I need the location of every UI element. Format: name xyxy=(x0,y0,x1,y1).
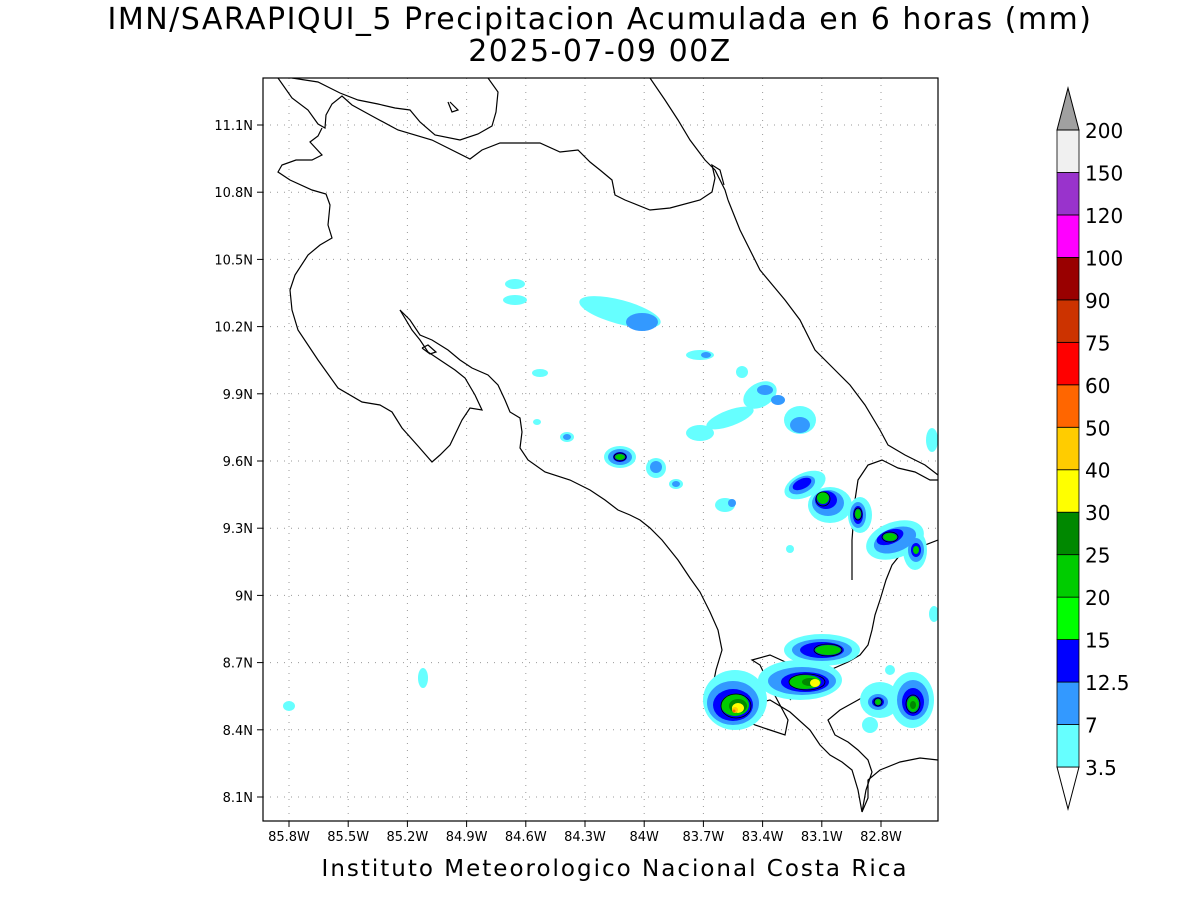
lon-tick-label: 84.3W xyxy=(564,830,606,845)
colorbar-box xyxy=(1056,256,1080,301)
colorbar-label: 7 xyxy=(1085,714,1098,738)
lon-tick-label: 82.8W xyxy=(860,830,902,845)
lat-tick-label: 10.2N xyxy=(214,321,253,336)
lon-tick-label: 85.2W xyxy=(386,830,428,845)
lon-tick-label: 83.1W xyxy=(801,830,843,845)
lon-tick-label: 85.8W xyxy=(268,830,310,845)
colorbar-box xyxy=(1056,554,1080,598)
lat-tick-label: 9.3N xyxy=(223,522,253,537)
map-title: IMN/SARAPIQUI_5 Precipitacion Acumulada … xyxy=(107,2,1093,37)
colorbar-box xyxy=(1056,172,1080,216)
colorbar-box xyxy=(1056,681,1080,725)
colorbar-label: 12.5 xyxy=(1085,671,1130,695)
precipitation-field xyxy=(283,279,938,733)
map-frame xyxy=(262,77,939,822)
colorbar-box xyxy=(1056,469,1080,513)
lon-tick-label: 83.7W xyxy=(682,830,724,845)
lat-tick-label: 8.7N xyxy=(223,657,253,672)
colorbar-lower-triangle xyxy=(1056,766,1080,811)
colorbar-label: 15 xyxy=(1085,629,1110,653)
colorbar-label: 150 xyxy=(1085,161,1123,185)
lon-tick-label: 84W xyxy=(629,830,659,845)
coastline-outline xyxy=(277,78,938,813)
lat-tick-label: 11.1N xyxy=(214,119,253,134)
lat-tick-label: 9.9N xyxy=(223,388,253,403)
colorbar-label: 30 xyxy=(1085,501,1110,525)
colorbar-label: 100 xyxy=(1085,246,1123,270)
colorbar-box xyxy=(1056,299,1080,343)
colorbar-label: 20 xyxy=(1085,586,1110,610)
colorbar-box xyxy=(1056,214,1080,258)
lat-tick-label: 9N xyxy=(235,589,253,604)
lat-tick-label: 8.1N xyxy=(223,791,253,806)
colorbar-box xyxy=(1056,596,1080,641)
colorbar-label: 200 xyxy=(1085,119,1123,143)
map-subtitle-date: 2025-07-09 00Z xyxy=(468,34,732,69)
colorbar-box xyxy=(1056,426,1080,471)
lon-tick-label: 84.6W xyxy=(505,830,547,845)
colorbar-upper-triangle xyxy=(1056,86,1080,131)
colorbar-label: 50 xyxy=(1085,416,1110,440)
map-axes: 85.8W 85.5W 85.2W 84.9W 84.6W 84.3W 84W 83.7W 83… xyxy=(214,119,902,845)
colorbar-box xyxy=(1056,384,1080,428)
colorbar-label: 90 xyxy=(1085,289,1110,313)
lat-tick-label: 8.4N xyxy=(223,724,253,739)
colorbar-box xyxy=(1056,724,1080,768)
colorbar-label: 120 xyxy=(1085,204,1123,228)
colorbar-label: 60 xyxy=(1085,374,1110,398)
lon-tick-label: 84.9W xyxy=(446,830,488,845)
colorbar-label: 40 xyxy=(1085,459,1110,483)
lon-tick-label: 83.4W xyxy=(742,830,784,845)
lat-tick-label: 10.8N xyxy=(214,186,253,201)
lat-tick-label: 10.5N xyxy=(214,253,253,268)
colorbar-box xyxy=(1056,511,1080,556)
footer-credit: Instituto Meteorologico Nacional Costa R… xyxy=(321,856,909,882)
colorbar-box xyxy=(1056,639,1080,683)
colorbar-label: 25 xyxy=(1085,544,1110,568)
colorbar-label: 3.5 xyxy=(1085,756,1117,780)
colorbar-label: 75 xyxy=(1085,331,1110,355)
lat-tick-label: 9.6N xyxy=(223,455,253,470)
colorbar-box xyxy=(1056,341,1080,386)
map-grid xyxy=(263,78,938,821)
colorbar-box xyxy=(1056,129,1080,173)
lon-tick-label: 85.5W xyxy=(327,830,369,845)
